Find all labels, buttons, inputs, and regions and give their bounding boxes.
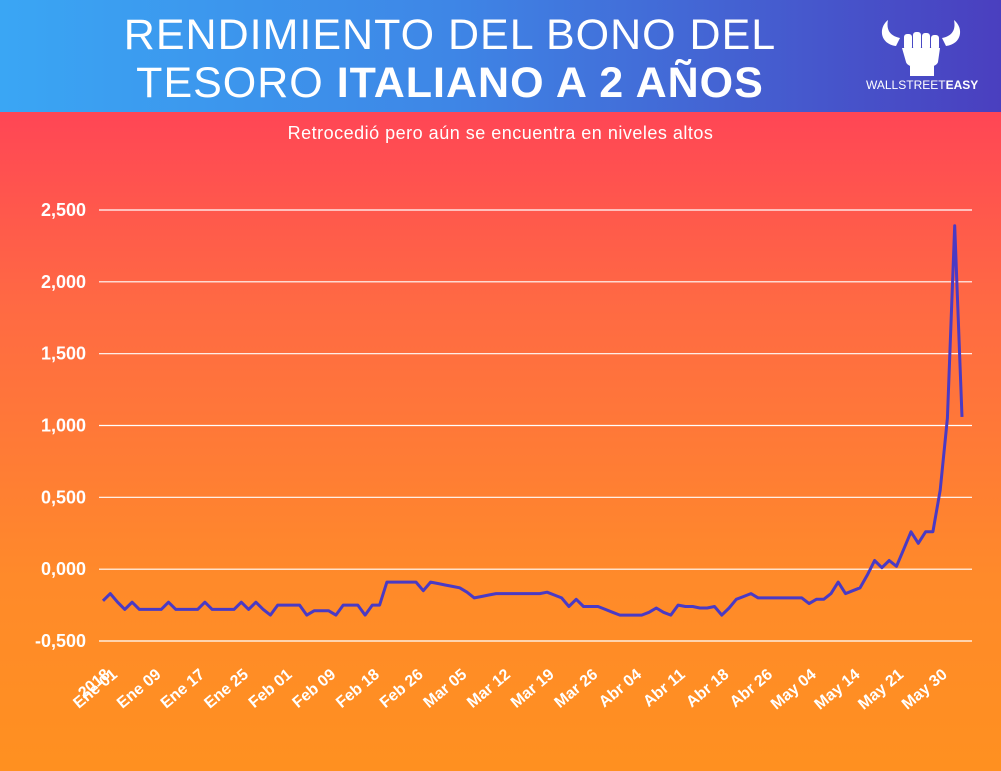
y-tick-label: 0,500 [41, 487, 86, 507]
x-tick-label: May 04 [768, 666, 820, 713]
series-line [101, 224, 964, 617]
series-layer [101, 224, 964, 617]
x-tick-label: Feb 26 [377, 666, 427, 712]
bull-fist-icon [881, 20, 961, 76]
x-tick-label: Ene 25 [201, 666, 252, 712]
x-tick-label: Mar 26 [552, 666, 602, 712]
header-banner: RENDIMIENTO DEL BONO DEL TESORO ITALIANO… [0, 0, 1001, 112]
x-tick-label: May 30 [899, 666, 951, 713]
grid-lines [99, 209, 972, 642]
y-tick-label: 2,000 [41, 272, 86, 292]
chart-title-bold: ITALIANO A 2 AÑOS [336, 59, 764, 107]
y-tick-label: 2,500 [41, 200, 86, 220]
chart-title-line2: TESORO ITALIANO A 2 AÑOS [0, 60, 900, 106]
x-tick-label: Ene 09 [114, 666, 165, 712]
x-tick-label: Abr 18 [683, 666, 732, 711]
y-tick-label: 1,500 [41, 344, 86, 364]
x-tick-label: Abr 11 [640, 666, 688, 711]
y-axis-ticks: -0,500 0,000 0,500 1,000 1,500 2,000 2,500 [35, 200, 86, 651]
chart-title-line1: RENDIMIENTO DEL BONO DEL [123, 11, 777, 59]
x-tick-label: Mar 19 [508, 666, 558, 712]
chart-subtitle: Retrocedió pero aún se encuentra en nive… [287, 123, 714, 143]
x-tick-label: Feb 01 [246, 666, 296, 712]
logo-text-bold: EASY [945, 78, 979, 92]
x-tick-label: May 14 [812, 666, 864, 713]
chart-title-normal: TESORO [136, 59, 337, 107]
x-tick-label: Ene 17 [158, 666, 209, 712]
x-tick-label: May 21 [855, 666, 907, 713]
logo-wordmark: WALLSTREETEASY [866, 78, 979, 92]
x-tick-label: Feb 09 [289, 666, 339, 712]
logo-text-normal: WALLSTREET [866, 78, 946, 92]
x-tick-label: Feb 18 [333, 666, 383, 712]
wallstreeteasy-logo: WALLSTREETEASY [866, 12, 979, 98]
x-tick-label: Abr 04 [596, 666, 645, 711]
y-tick-label: 0,000 [41, 559, 86, 579]
y-tick-label: 1,000 [41, 416, 86, 436]
x-tick-label: Abr 26 [727, 666, 776, 711]
y-tick-label: -0,500 [35, 631, 86, 651]
x-tick-label: Mar 05 [421, 666, 471, 712]
x-tick-label: Mar 12 [464, 666, 514, 712]
